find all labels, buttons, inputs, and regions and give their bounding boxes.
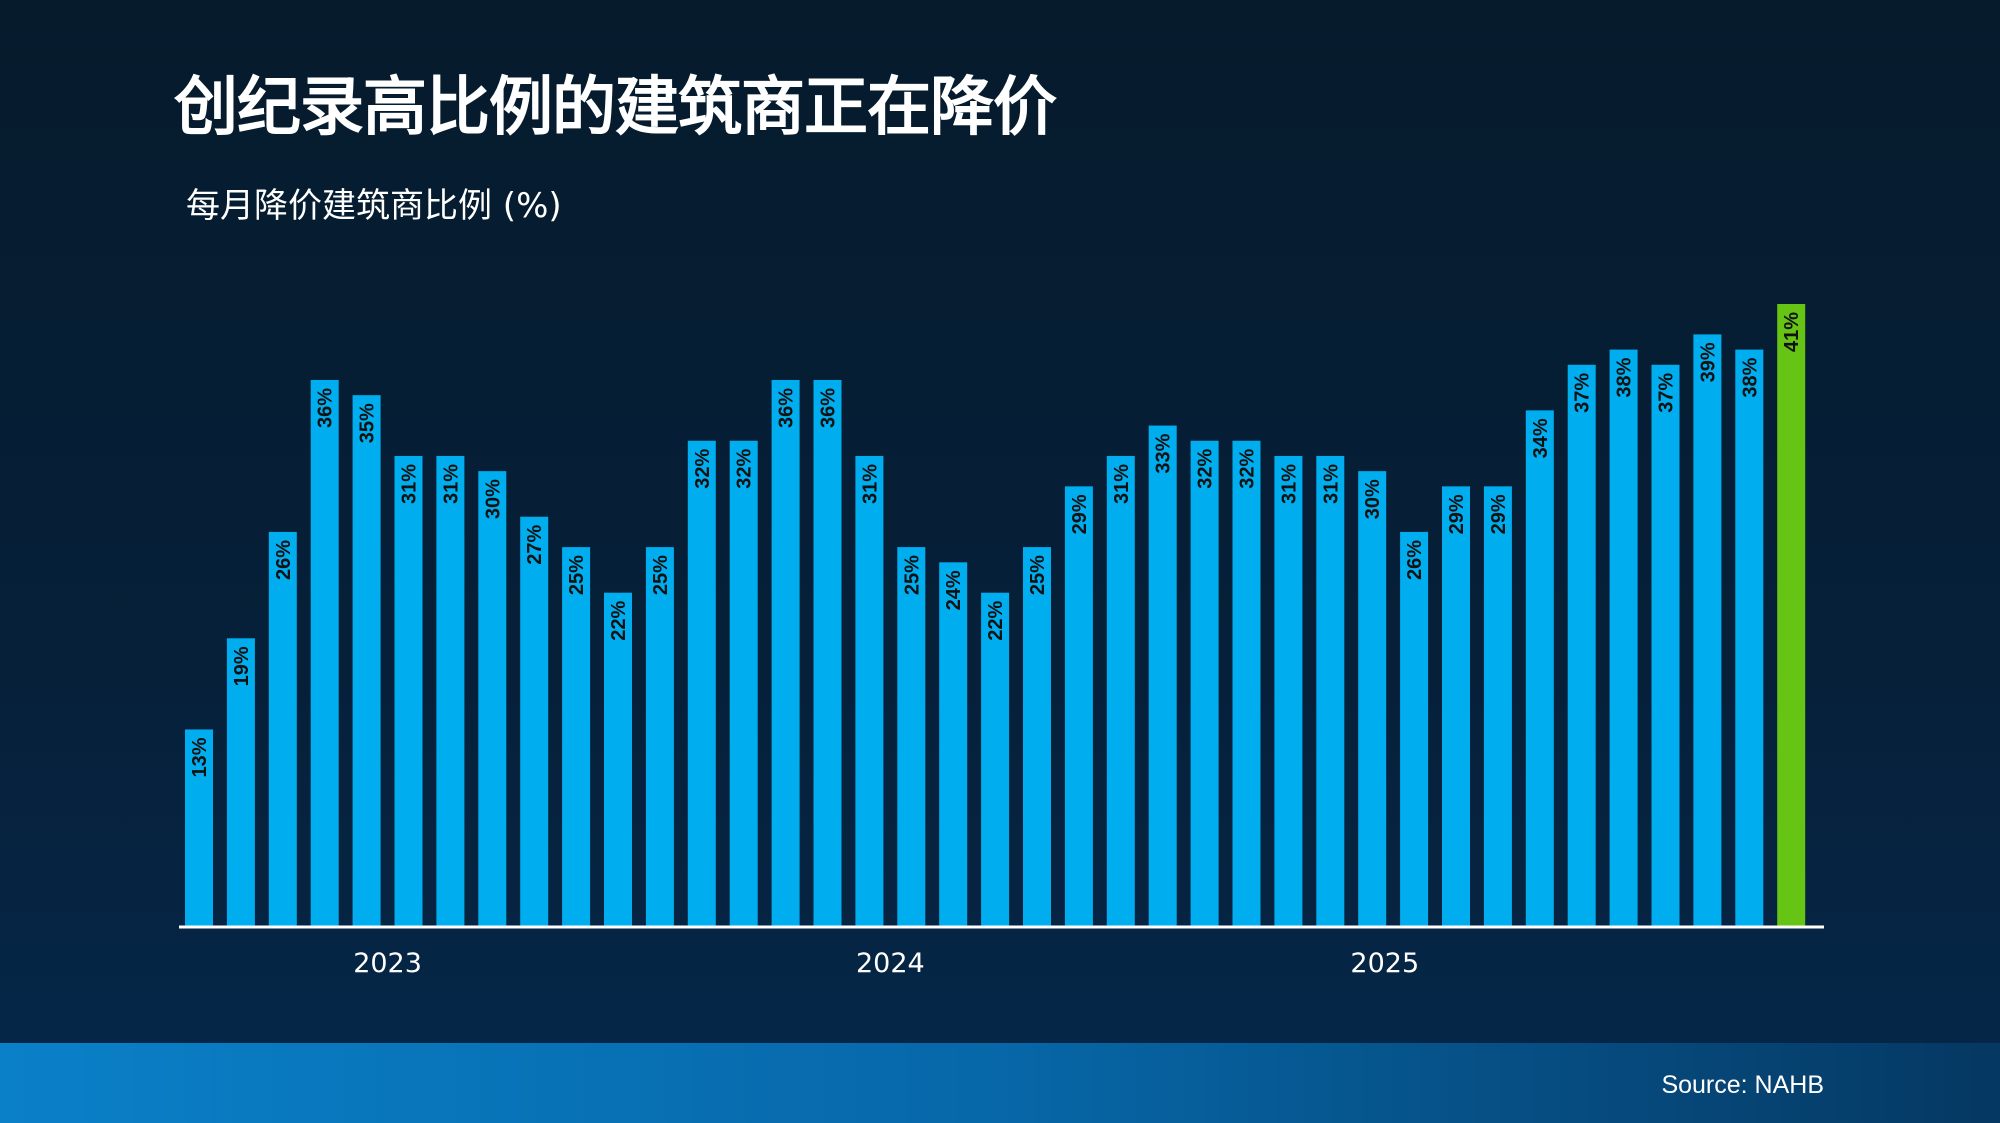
data-label-21: 29% [1069, 494, 1091, 534]
bar-chart: 13% 19% 26% 36% 35% 31% 31% 30% 27% 25% 22% 25% 32% 3… [185, 304, 1806, 979]
bar-12 [687, 440, 716, 927]
data-label-1: 19% [231, 646, 253, 686]
page-title: 创纪录高比例的建筑商正在降价 [174, 71, 1057, 145]
bar-1 [226, 638, 255, 927]
chart-subtitle: 每月降价建筑商比例 (%) [186, 186, 562, 226]
data-label-17: 25% [901, 555, 923, 595]
data-label-0: 13% [189, 737, 211, 777]
data-label-13: 32% [734, 449, 756, 489]
bar-6 [436, 455, 465, 927]
data-label-31: 29% [1488, 494, 1510, 534]
data-label-25: 32% [1237, 449, 1259, 489]
footer-band: Source: NAHB [0, 1043, 2000, 1123]
data-label-28: 30% [1362, 479, 1384, 519]
data-label-22: 31% [1111, 464, 1133, 504]
bar-28 [1358, 471, 1387, 927]
bar-35 [1651, 364, 1680, 927]
data-label-18: 24% [943, 570, 965, 610]
data-label-30: 29% [1446, 494, 1468, 534]
data-label-3: 36% [315, 388, 337, 428]
bar-0 [185, 729, 213, 927]
bar-33 [1567, 364, 1596, 927]
data-label-4: 35% [357, 403, 379, 443]
data-label-29: 26% [1404, 540, 1426, 580]
bar-5 [394, 455, 423, 927]
bar-10 [604, 592, 632, 927]
bar-21 [1064, 486, 1093, 927]
bars-group: 13% 19% 26% 36% 35% 31% 31% 30% 27% 25% 22% 25% 32% 3… [185, 304, 1806, 928]
bar-8 [520, 516, 549, 927]
bar-4 [352, 395, 381, 927]
data-label-5: 31% [399, 464, 421, 504]
bar-2 [268, 531, 297, 927]
bar-15 [813, 379, 842, 928]
bar-27 [1316, 455, 1345, 927]
bar-24 [1190, 440, 1219, 927]
data-label-15: 36% [818, 388, 840, 428]
data-label-24: 32% [1195, 449, 1217, 489]
bar-26 [1274, 455, 1303, 927]
data-label-8: 27% [524, 525, 546, 565]
data-label-20: 25% [1027, 555, 1049, 595]
data-label-33: 37% [1572, 373, 1594, 413]
x-tick-label-2025: 2025 [1350, 948, 1419, 979]
data-label-16: 31% [859, 464, 881, 504]
bar-18 [939, 562, 968, 927]
bar-23 [1148, 425, 1177, 927]
bar-34 [1609, 349, 1638, 928]
data-label-6: 31% [440, 464, 462, 504]
data-label-35: 37% [1656, 373, 1678, 413]
bar-14 [771, 379, 800, 928]
bar-25 [1232, 440, 1261, 927]
data-label-7: 30% [482, 479, 504, 519]
data-label-37: 38% [1739, 357, 1761, 397]
data-label-23: 33% [1153, 433, 1175, 473]
data-label-2: 26% [273, 540, 295, 580]
bar-7 [478, 471, 507, 927]
x-tick-labels: 2023 2024 2025 [353, 948, 1419, 979]
bar-9 [562, 547, 591, 927]
bar-22 [1106, 455, 1135, 927]
data-label-12: 32% [692, 449, 714, 489]
bar-37 [1735, 349, 1764, 928]
data-label-14: 36% [776, 388, 798, 428]
x-tick-label-2024: 2024 [856, 948, 925, 979]
data-label-34: 38% [1614, 357, 1636, 397]
bar-3 [310, 379, 339, 928]
data-label-11: 25% [650, 555, 672, 595]
bar-31 [1483, 486, 1512, 927]
data-label-36: 39% [1697, 342, 1719, 382]
data-label-32: 34% [1530, 418, 1552, 458]
data-label-27: 31% [1320, 464, 1342, 504]
data-label-38: 41% [1781, 312, 1803, 352]
source-note: Source: NAHB [1661, 1071, 1824, 1099]
bar-36 [1693, 334, 1722, 927]
data-label-19: 22% [985, 600, 1007, 640]
bar-29 [1400, 531, 1429, 927]
bar-16 [855, 455, 884, 927]
data-label-10: 22% [608, 600, 630, 640]
bar-32 [1525, 410, 1554, 927]
bar-38 [1777, 304, 1806, 927]
bar-13 [729, 440, 758, 927]
bar-30 [1442, 486, 1470, 927]
x-tick-label-2023: 2023 [353, 948, 422, 979]
bar-19 [981, 592, 1010, 927]
data-label-9: 25% [566, 555, 588, 595]
bar-11 [645, 547, 674, 927]
bar-17 [897, 547, 926, 927]
data-label-26: 31% [1278, 464, 1300, 504]
bar-20 [1023, 547, 1051, 927]
